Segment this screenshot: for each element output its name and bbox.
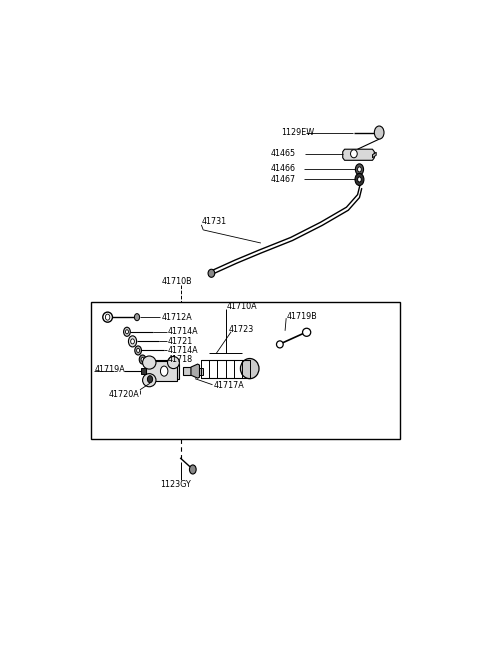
Ellipse shape: [350, 150, 357, 158]
Text: 41720A: 41720A: [108, 390, 139, 400]
Ellipse shape: [190, 465, 196, 474]
Text: 41714A: 41714A: [168, 328, 199, 336]
Text: 41467: 41467: [270, 175, 295, 184]
Ellipse shape: [160, 366, 168, 376]
Text: 1129EW: 1129EW: [281, 128, 314, 137]
Polygon shape: [145, 361, 177, 381]
Polygon shape: [191, 364, 200, 378]
Ellipse shape: [129, 336, 137, 347]
Text: 41718: 41718: [168, 355, 193, 364]
Text: 41719B: 41719B: [287, 312, 318, 321]
Polygon shape: [343, 149, 374, 160]
Ellipse shape: [135, 346, 142, 355]
Ellipse shape: [358, 167, 361, 172]
Text: 41714A: 41714A: [168, 346, 199, 355]
Ellipse shape: [143, 356, 156, 369]
Ellipse shape: [103, 312, 112, 322]
Ellipse shape: [143, 373, 156, 386]
Text: 41710A: 41710A: [227, 302, 257, 311]
Bar: [141, 367, 146, 373]
Text: 41717A: 41717A: [213, 381, 244, 390]
Ellipse shape: [358, 177, 361, 182]
Text: 41719A: 41719A: [94, 365, 125, 373]
Ellipse shape: [141, 358, 144, 362]
Bar: [183, 367, 191, 375]
Polygon shape: [372, 152, 376, 158]
Ellipse shape: [106, 314, 110, 320]
Text: 41721: 41721: [168, 337, 193, 346]
Text: 41712A: 41712A: [162, 312, 192, 322]
Text: 41723: 41723: [228, 325, 254, 334]
Ellipse shape: [208, 269, 215, 277]
Text: 41731: 41731: [202, 217, 227, 227]
Ellipse shape: [302, 328, 311, 336]
Ellipse shape: [147, 376, 153, 383]
Ellipse shape: [276, 341, 283, 348]
Ellipse shape: [355, 174, 364, 185]
Ellipse shape: [355, 164, 363, 175]
Ellipse shape: [131, 339, 134, 344]
Bar: [155, 364, 179, 379]
Text: 41466: 41466: [270, 164, 295, 173]
Ellipse shape: [137, 348, 140, 352]
Ellipse shape: [139, 355, 146, 364]
Ellipse shape: [374, 126, 384, 139]
Bar: [198, 367, 203, 375]
Ellipse shape: [240, 358, 259, 379]
Ellipse shape: [124, 328, 130, 336]
Ellipse shape: [134, 314, 140, 321]
Ellipse shape: [125, 329, 129, 334]
Text: 1123GY: 1123GY: [160, 480, 191, 489]
Ellipse shape: [168, 356, 180, 369]
Text: 41465: 41465: [270, 149, 295, 159]
Bar: [91, 301, 400, 440]
Text: 41710B: 41710B: [161, 277, 192, 286]
